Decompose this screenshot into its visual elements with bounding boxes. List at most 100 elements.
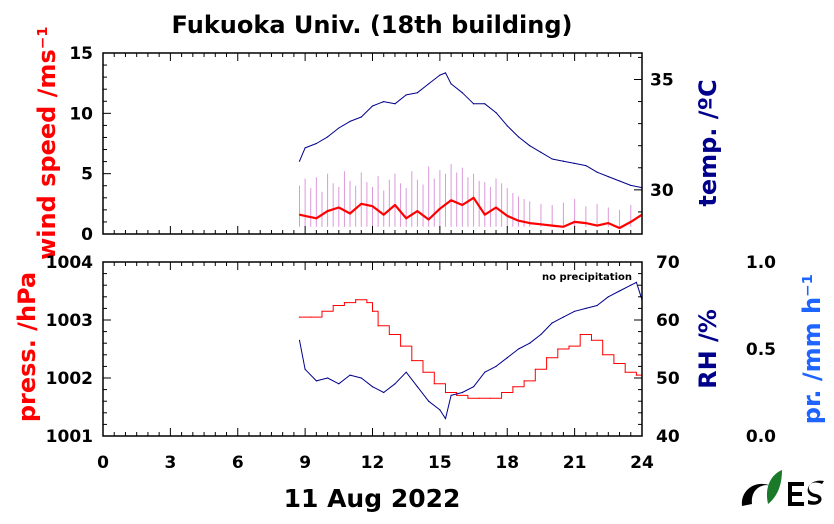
pressure-axis-ticks: 1001 1002 1003 1004 <box>46 253 111 447</box>
pressure-line-point <box>411 360 413 362</box>
wind-speed-line-point <box>383 214 385 216</box>
rh-line-point <box>540 333 542 336</box>
rh-line-point <box>428 400 430 402</box>
no-precipitation-annotation: no precipitation <box>542 272 632 283</box>
rh-line-point <box>360 377 362 379</box>
date-label: 11 Aug 2022 <box>284 484 461 513</box>
right-tick-label: 35 <box>650 70 674 90</box>
pressure-line-point <box>321 310 323 312</box>
left-tick-label: 0 <box>81 225 93 245</box>
right-tick-label: 60 <box>656 311 680 331</box>
pressure-line-point <box>523 380 525 382</box>
temperature-line-point <box>349 120 351 123</box>
pressure-line-point <box>545 357 548 359</box>
wind-speed-line-point <box>439 208 441 210</box>
temperature-line-point <box>383 100 385 103</box>
rh-axis-ticks: 40 50 60 70 <box>634 253 680 447</box>
rh-line <box>299 281 643 420</box>
pressure-line-point <box>298 316 301 318</box>
temperature-line-point <box>472 103 475 105</box>
left-tick-label: 1004 <box>46 253 93 273</box>
wind-speed-line-point <box>630 221 632 223</box>
wind-speed-line-point <box>562 226 564 228</box>
wind-axis-ticks: 0 5 10 15 <box>69 44 111 245</box>
temperature-line-point <box>304 147 306 149</box>
rh-line-point <box>450 394 452 396</box>
temperature-line-point <box>371 105 374 107</box>
right-tick-label: 70 <box>656 253 680 273</box>
temperature-axis-label: temp. /ºC <box>694 79 722 206</box>
rh-line-point <box>439 409 441 411</box>
temperature-line-point <box>315 142 317 145</box>
pressure-line-point <box>343 302 346 304</box>
precip-tick-label: 0.5 <box>746 340 776 360</box>
rh-line-point <box>405 371 407 373</box>
temperature-line-point <box>585 164 587 167</box>
temperature-line-point <box>529 145 531 147</box>
wind-speed-line-point <box>326 210 329 212</box>
wind-speed-line-point <box>484 214 486 216</box>
wind-speed-line-point <box>416 210 419 212</box>
temperature-line-point <box>450 83 452 85</box>
pressure-line-point <box>478 397 480 399</box>
wind-speed-line-point <box>450 199 452 201</box>
wind-speed-line-point <box>371 205 374 207</box>
temperature-line-point <box>495 111 497 114</box>
rh-line-point <box>562 316 564 318</box>
right-tick-label: 30 <box>650 181 674 201</box>
wind-speed-line-point <box>540 223 542 225</box>
pressure-line-point <box>534 368 536 370</box>
right-tick-label: 40 <box>656 427 680 447</box>
rh-line-point <box>618 290 621 292</box>
wind-speed-line-point <box>585 222 587 224</box>
wind-speed-line-point <box>596 224 598 227</box>
temperature-line-point <box>596 171 598 173</box>
rh-line-point <box>444 418 447 420</box>
pressure-line-point <box>512 386 514 388</box>
rh-line-point <box>304 368 306 370</box>
pressure-line-point <box>602 354 604 356</box>
temperature-line-point <box>574 162 576 164</box>
temperature-line-point <box>338 127 340 129</box>
x-tick-label: 9 <box>299 453 311 473</box>
rh-line-point <box>472 386 475 388</box>
logo-letter-e <box>788 482 804 506</box>
left-tick-label: 1001 <box>46 427 93 447</box>
rh-line-point <box>484 371 486 373</box>
rh-line-point <box>383 391 385 394</box>
pressure-line-point <box>332 304 334 307</box>
rh-line-point <box>506 357 508 359</box>
institute-logo <box>741 470 824 506</box>
top-panel-x-ticks <box>102 53 643 234</box>
left-tick-label: 1003 <box>46 311 93 331</box>
rh-line-point <box>394 383 396 385</box>
rh-line-point <box>596 304 598 307</box>
rh-line-point <box>298 339 301 341</box>
wind-speed-line-point <box>315 217 317 219</box>
wind-speed-line-point <box>551 224 553 227</box>
temperature-line-point <box>394 103 396 105</box>
temperature-line-point <box>517 136 520 138</box>
x-tick-label: 6 <box>232 453 244 473</box>
temperature-line-point <box>540 151 542 153</box>
rh-line-point <box>574 310 576 312</box>
right-tick-label: 50 <box>656 369 680 389</box>
wind-speed-line-point <box>428 218 430 221</box>
pressure-line-point <box>635 374 637 376</box>
pressure-line-point <box>399 345 402 347</box>
rh-line-point <box>529 342 531 344</box>
pressure-line-point <box>456 394 458 396</box>
wind-speed-line-point <box>349 212 351 215</box>
bottom-panel-plot-area <box>298 281 643 420</box>
wind-speed-line-point <box>506 215 508 217</box>
wind-speed-line-point <box>394 204 396 206</box>
temperature-line-point <box>607 176 609 178</box>
pressure-line-point <box>568 345 570 347</box>
precip-tick-label: 1.0 <box>746 253 776 273</box>
rh-line-point <box>495 365 497 367</box>
x-tick-label: 0 <box>97 453 109 473</box>
logo-leaf-icon <box>766 470 782 504</box>
temperature-line-point <box>506 125 508 127</box>
wind-speed-line-point <box>338 206 340 209</box>
wind-speed-line-point <box>360 203 362 205</box>
